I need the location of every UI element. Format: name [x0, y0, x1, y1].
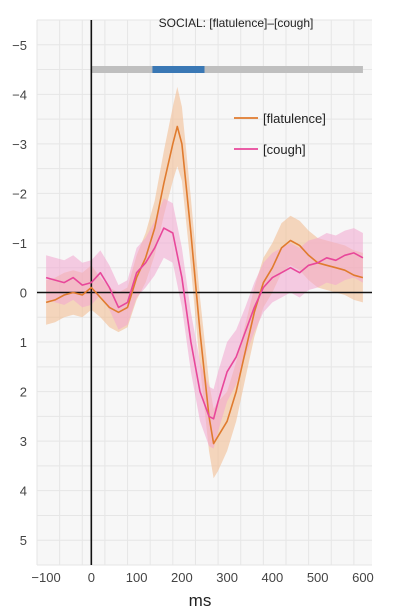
x-tick-label: 300 — [216, 570, 238, 585]
y-tick-label: 3 — [20, 434, 27, 449]
series-line-0 — [45, 125, 364, 445]
legend-label-1: [cough] — [263, 142, 306, 157]
y-tick-label: 0 — [20, 286, 27, 301]
legend: [flatulence] [cough] — [234, 111, 326, 157]
x-tick-label: 500 — [307, 570, 329, 585]
chart-title: SOCIAL: [flatulence]–[cough] — [159, 16, 314, 30]
series-line-1 — [45, 227, 364, 420]
x-tick-label: 200 — [171, 570, 193, 585]
y-tick-label: −5 — [12, 38, 27, 53]
x-axis-title: ms — [189, 591, 212, 610]
x-tick-label: 100 — [126, 570, 148, 585]
y-tick-label: −1 — [12, 236, 27, 251]
x-tick-label: 400 — [262, 570, 284, 585]
x-tick-label: −100 — [31, 570, 60, 585]
y-tick-label: 1 — [20, 335, 27, 350]
y-tick-label: 4 — [20, 484, 27, 499]
x-tick-label: 0 — [88, 570, 95, 585]
x-tick-label: 600 — [352, 570, 374, 585]
y-tick-label: −4 — [12, 87, 27, 102]
confidence-band-1 — [46, 198, 363, 449]
y-tick-label: −3 — [12, 137, 27, 152]
y-tick-label: 5 — [20, 533, 27, 548]
y-tick-label: 2 — [20, 385, 27, 400]
y-tick-label: −2 — [12, 186, 27, 201]
legend-label-0: [flatulence] — [263, 111, 326, 126]
